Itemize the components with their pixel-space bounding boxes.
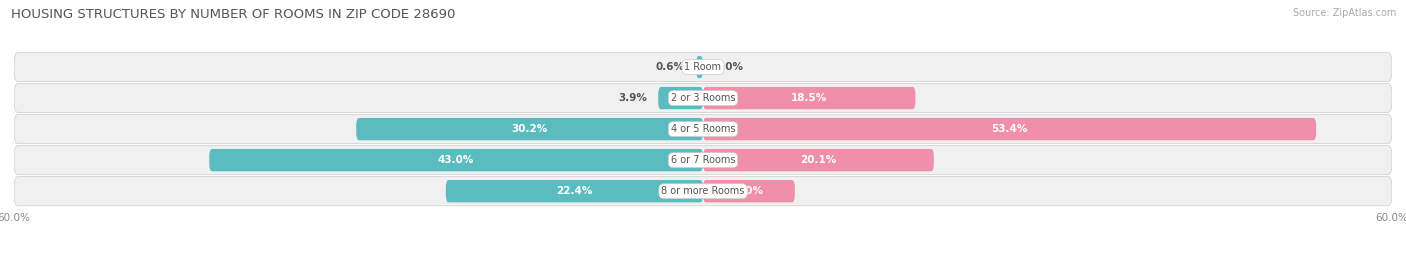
FancyBboxPatch shape bbox=[658, 87, 703, 109]
Text: 3.9%: 3.9% bbox=[617, 93, 647, 103]
FancyBboxPatch shape bbox=[703, 180, 794, 202]
FancyBboxPatch shape bbox=[14, 83, 1392, 113]
Text: Source: ZipAtlas.com: Source: ZipAtlas.com bbox=[1292, 8, 1396, 18]
Text: 0.0%: 0.0% bbox=[714, 62, 744, 72]
FancyBboxPatch shape bbox=[703, 87, 915, 109]
Text: 20.1%: 20.1% bbox=[800, 155, 837, 165]
Text: 8 or more Rooms: 8 or more Rooms bbox=[661, 186, 745, 196]
Text: 8.0%: 8.0% bbox=[734, 186, 763, 196]
FancyBboxPatch shape bbox=[209, 149, 703, 171]
FancyBboxPatch shape bbox=[14, 177, 1392, 206]
Text: 22.4%: 22.4% bbox=[557, 186, 592, 196]
Text: 4 or 5 Rooms: 4 or 5 Rooms bbox=[671, 124, 735, 134]
Text: 30.2%: 30.2% bbox=[512, 124, 548, 134]
Text: 1 Room: 1 Room bbox=[685, 62, 721, 72]
Text: 6 or 7 Rooms: 6 or 7 Rooms bbox=[671, 155, 735, 165]
FancyBboxPatch shape bbox=[14, 115, 1392, 144]
FancyBboxPatch shape bbox=[446, 180, 703, 202]
Text: 43.0%: 43.0% bbox=[437, 155, 474, 165]
FancyBboxPatch shape bbox=[14, 52, 1392, 82]
Text: 0.6%: 0.6% bbox=[655, 62, 685, 72]
Text: 53.4%: 53.4% bbox=[991, 124, 1028, 134]
FancyBboxPatch shape bbox=[14, 146, 1392, 175]
FancyBboxPatch shape bbox=[696, 56, 703, 78]
FancyBboxPatch shape bbox=[703, 149, 934, 171]
Text: HOUSING STRUCTURES BY NUMBER OF ROOMS IN ZIP CODE 28690: HOUSING STRUCTURES BY NUMBER OF ROOMS IN… bbox=[11, 8, 456, 21]
Text: 2 or 3 Rooms: 2 or 3 Rooms bbox=[671, 93, 735, 103]
FancyBboxPatch shape bbox=[703, 118, 1316, 140]
Text: 18.5%: 18.5% bbox=[792, 93, 827, 103]
FancyBboxPatch shape bbox=[356, 118, 703, 140]
